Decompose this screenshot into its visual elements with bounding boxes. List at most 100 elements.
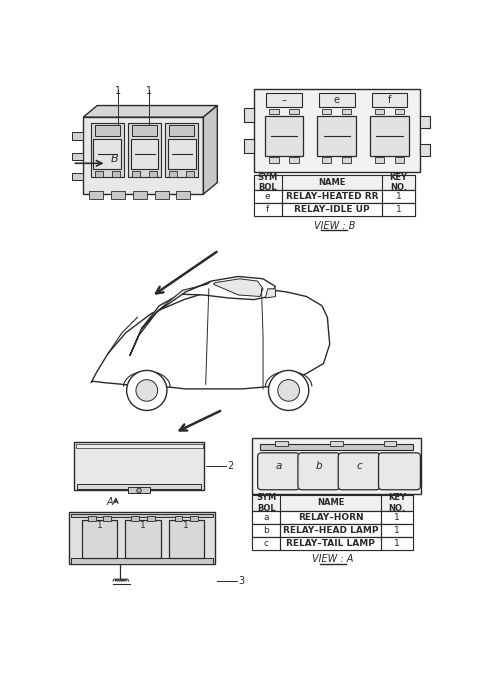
Polygon shape	[420, 115, 430, 128]
Bar	[254, 89, 420, 172]
Bar	[168, 139, 196, 170]
Text: RELAY–HEAD LAMP: RELAY–HEAD LAMP	[283, 526, 378, 534]
Text: e: e	[334, 95, 340, 105]
Polygon shape	[420, 144, 430, 157]
Bar	[132, 125, 157, 135]
Text: a: a	[276, 461, 282, 471]
FancyBboxPatch shape	[258, 453, 300, 490]
Circle shape	[278, 380, 300, 401]
Bar	[317, 115, 356, 155]
Text: RELAY–HEATED RR: RELAY–HEATED RR	[286, 192, 378, 201]
Bar	[95, 125, 120, 135]
Bar	[269, 157, 278, 164]
Bar	[112, 171, 120, 177]
Bar	[147, 516, 155, 521]
Bar	[254, 174, 415, 216]
Polygon shape	[72, 133, 83, 140]
Bar	[69, 512, 215, 565]
Bar	[125, 520, 161, 559]
Bar	[384, 441, 396, 446]
Text: KEY
NO.: KEY NO.	[388, 493, 406, 513]
FancyBboxPatch shape	[338, 453, 380, 490]
Bar	[111, 191, 125, 199]
Bar	[254, 174, 415, 190]
Bar	[128, 486, 150, 493]
Bar	[395, 109, 404, 114]
Polygon shape	[244, 108, 254, 122]
Polygon shape	[244, 139, 254, 153]
Bar	[133, 191, 147, 199]
Bar	[289, 157, 299, 164]
Text: KEY
NO.: KEY NO.	[390, 173, 408, 192]
Polygon shape	[142, 281, 211, 329]
Bar	[128, 123, 161, 177]
Bar	[131, 139, 158, 170]
Bar	[103, 516, 111, 521]
Bar	[375, 157, 384, 164]
Text: 1: 1	[96, 521, 102, 530]
Text: VIEW : B: VIEW : B	[313, 221, 355, 231]
Bar	[330, 441, 343, 446]
Bar	[175, 516, 182, 521]
Bar	[260, 444, 413, 450]
Text: VIEW : A: VIEW : A	[312, 554, 353, 564]
Bar	[186, 171, 194, 177]
Text: 3: 3	[238, 576, 244, 587]
Polygon shape	[72, 172, 83, 180]
Bar	[266, 93, 302, 107]
Bar	[289, 109, 299, 114]
Bar	[342, 157, 351, 164]
Text: b: b	[315, 461, 322, 471]
Bar	[276, 441, 288, 446]
Polygon shape	[214, 279, 263, 297]
Text: RELAY–IDLE UP: RELAY–IDLE UP	[294, 205, 370, 214]
Polygon shape	[265, 289, 276, 298]
Bar	[252, 537, 413, 550]
Text: 1: 1	[396, 192, 402, 201]
Bar	[375, 109, 384, 114]
Bar	[169, 125, 194, 135]
Text: SYM
BOL: SYM BOL	[256, 493, 276, 513]
Bar	[91, 123, 123, 177]
Bar	[254, 190, 415, 203]
Circle shape	[136, 380, 157, 401]
Bar	[370, 115, 409, 155]
Bar	[168, 520, 204, 559]
Text: 2: 2	[228, 461, 234, 471]
Text: 1: 1	[394, 513, 400, 521]
Text: RELAY–HORN: RELAY–HORN	[298, 513, 363, 521]
Bar	[252, 510, 413, 523]
Text: f: f	[266, 205, 269, 214]
Text: c: c	[356, 461, 362, 471]
Text: B: B	[110, 155, 118, 164]
Bar	[322, 157, 331, 164]
Text: RELAY–TAIL LAMP: RELAY–TAIL LAMP	[286, 539, 375, 548]
Bar	[71, 514, 214, 517]
Text: NAME: NAME	[318, 178, 346, 187]
Text: 1: 1	[115, 87, 121, 96]
Text: e: e	[265, 192, 271, 201]
Bar	[132, 171, 140, 177]
Bar	[252, 495, 413, 510]
FancyBboxPatch shape	[298, 453, 340, 490]
Bar	[395, 157, 404, 164]
Text: SYM
BOL: SYM BOL	[258, 173, 278, 192]
Bar	[95, 171, 103, 177]
Bar	[74, 442, 204, 490]
Text: f: f	[388, 95, 391, 105]
Bar	[132, 516, 139, 521]
Bar	[252, 438, 421, 494]
Circle shape	[137, 488, 142, 493]
Bar	[322, 109, 331, 114]
Text: –: –	[282, 95, 287, 105]
Text: a: a	[264, 513, 269, 521]
Text: 1: 1	[396, 205, 402, 214]
Polygon shape	[204, 106, 217, 194]
Bar	[77, 484, 201, 489]
Bar	[372, 93, 407, 107]
Bar	[89, 191, 103, 199]
Bar	[82, 520, 117, 559]
Bar	[252, 523, 413, 537]
Bar	[166, 123, 198, 177]
Bar	[75, 444, 203, 448]
